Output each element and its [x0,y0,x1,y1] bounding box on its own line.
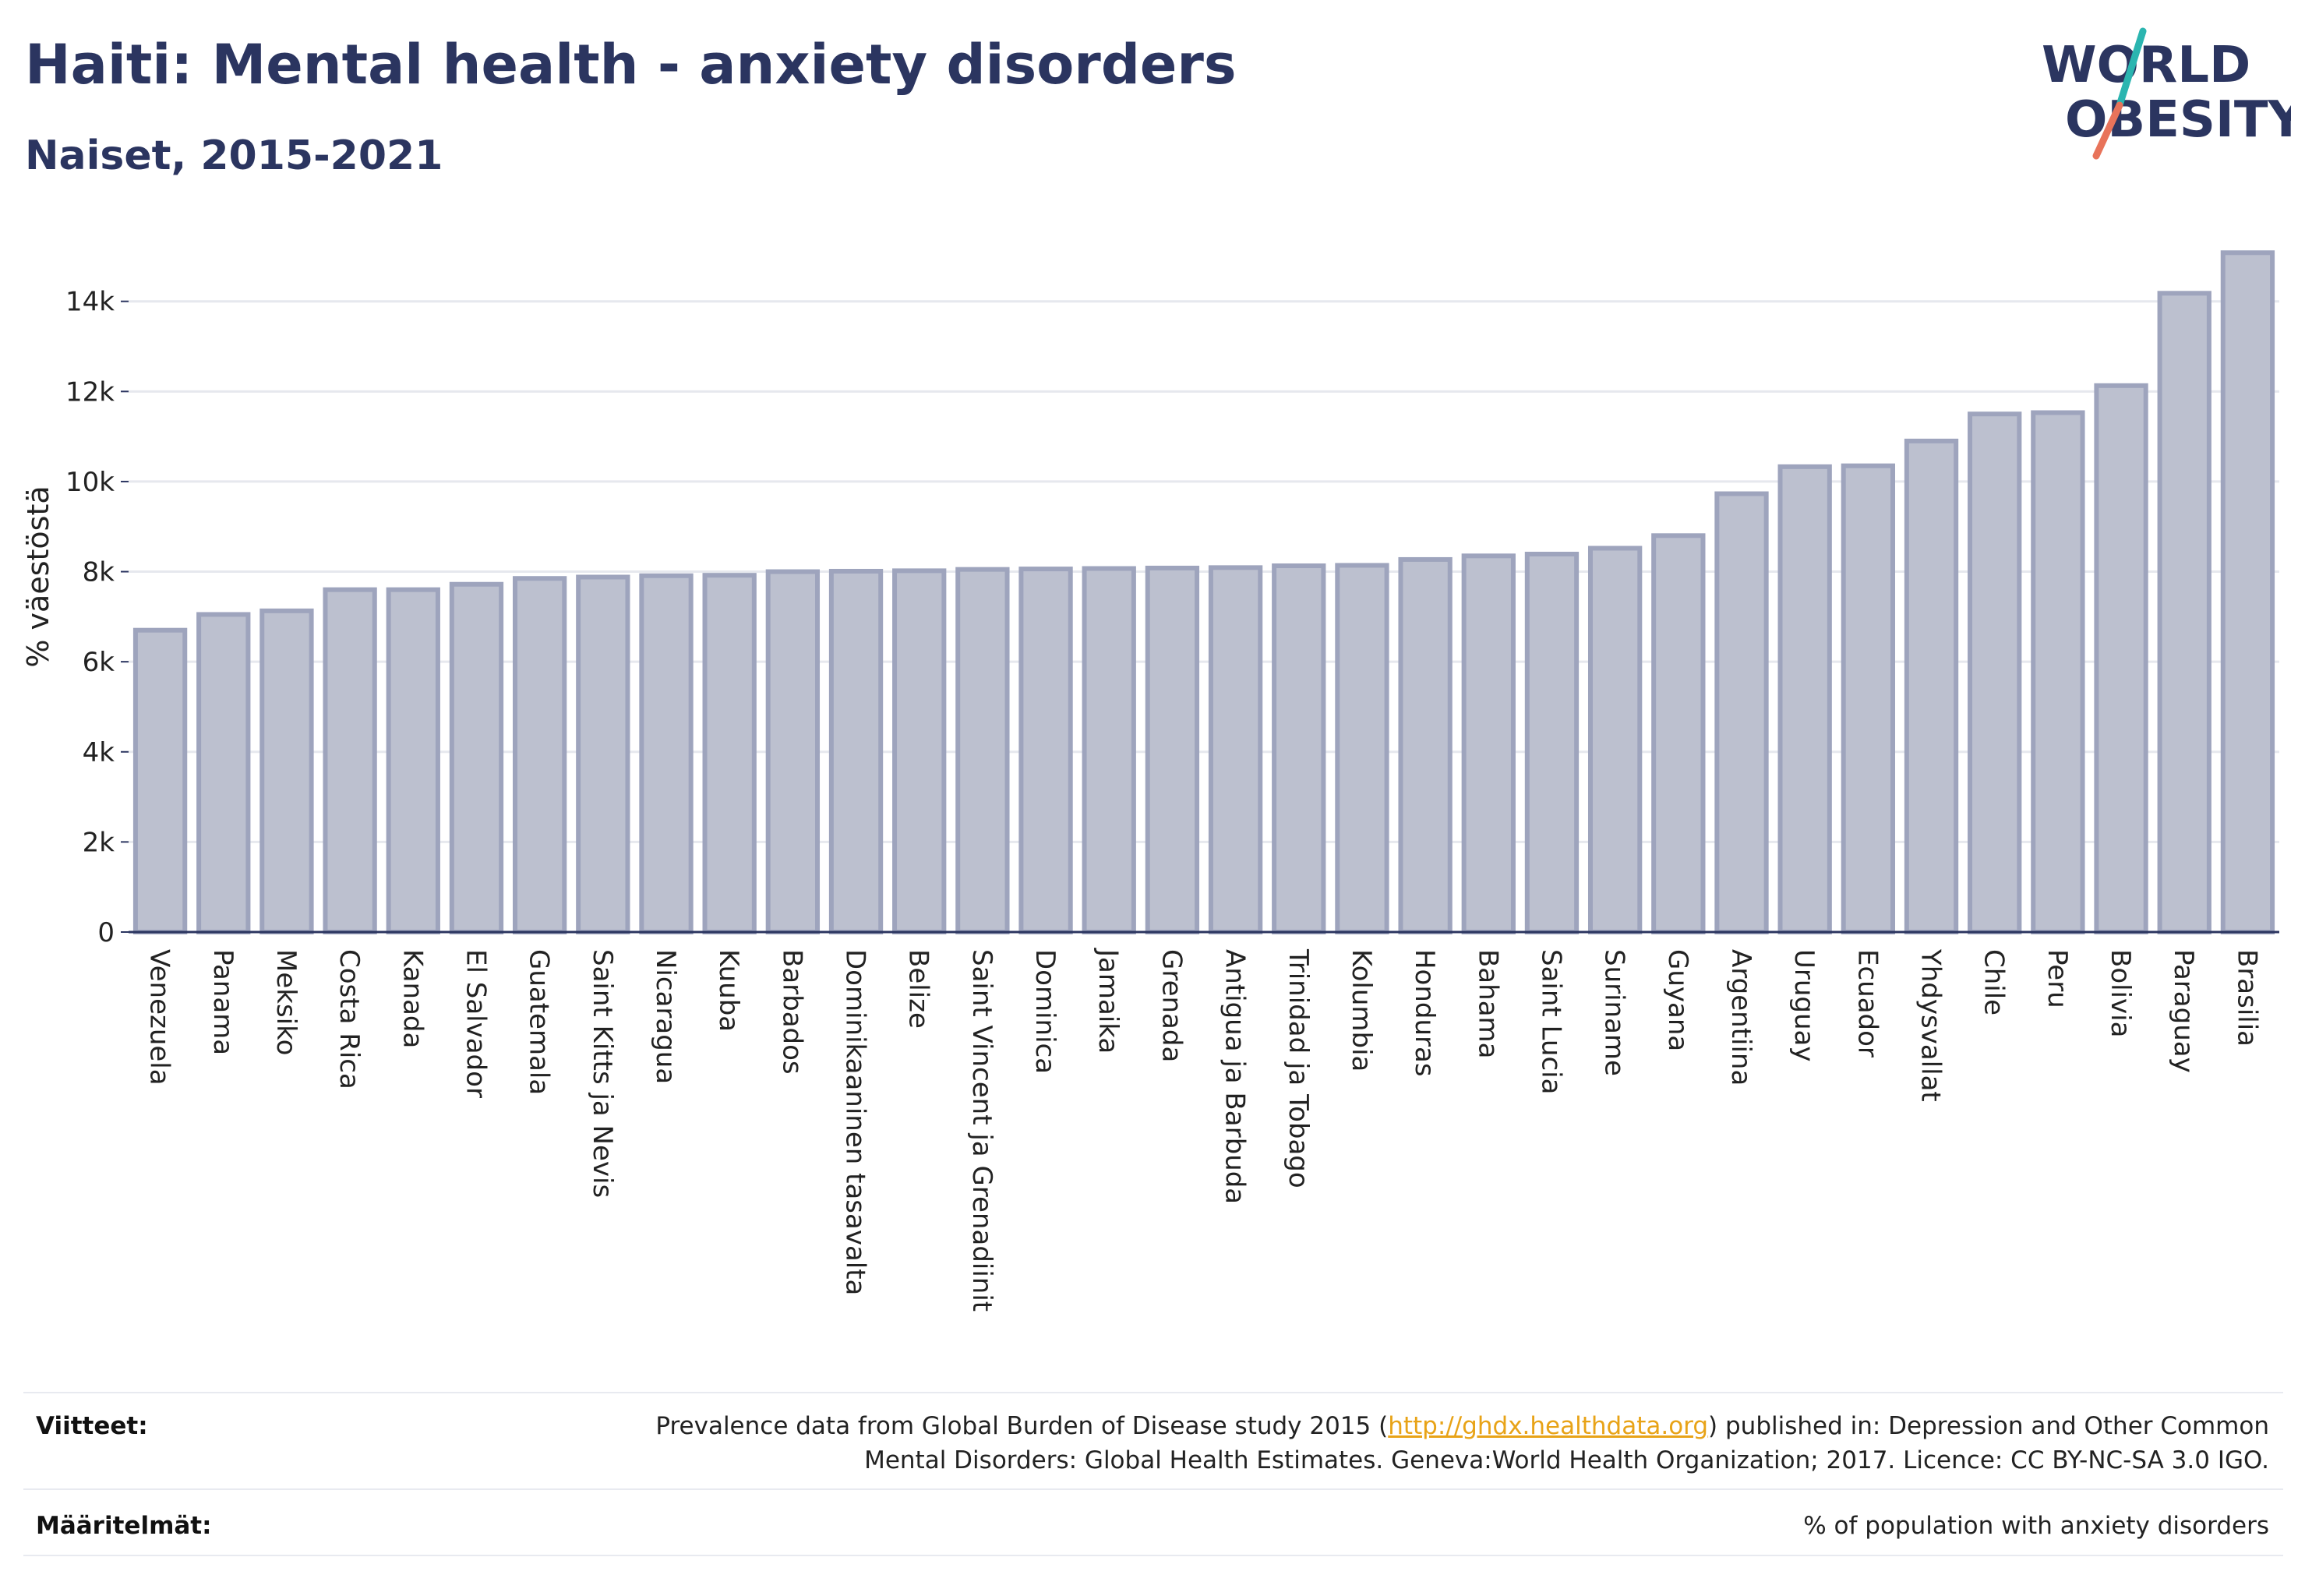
bar-guatemala [512,576,567,934]
y-tick-label: 0 [97,917,115,948]
sources-post: ) published in: Depression and Other Com… [1708,1412,2269,1440]
x-category-label: Saint Lucia [1535,949,1566,1094]
sources-pre: Prevalence data from Global Burden of Di… [655,1412,1389,1440]
x-category-label: Trinidad ja Tobago [1283,948,1314,1188]
y-axis-label: % väestöstä [21,486,55,667]
x-category-label: Belize [903,949,934,1029]
bar-guyana [1651,533,1706,934]
bar-antigua-ja-barbuda [1208,565,1263,935]
x-category-label: Barbados [776,949,807,1075]
bar-bahama [1461,553,1516,934]
chart-title: Haiti: Mental health - anxiety disorders [25,33,1237,97]
bar-saint-lucia [1524,552,1580,934]
bar-brasilia [2220,250,2275,935]
bar-kuuba [702,573,757,934]
bar-trinidad-ja-tobago [1272,563,1326,935]
x-category-label: Meksiko [270,949,302,1055]
x-category-label: Panama [207,949,238,1055]
bar-costa-rica [323,587,377,934]
x-category-label: Kuuba [713,949,744,1032]
x-category-label: Chile [1978,949,2010,1015]
x-category-label: Dominikaaninen tasavalta [840,949,871,1295]
bar-venezuela [132,627,188,934]
footer-divider-top [23,1392,2283,1393]
x-category-label: Saint Kitts ja Nevis [587,949,618,1198]
bar-kanada [386,587,440,934]
bar-paraguay [2157,291,2211,934]
bar-saint-vincent-ja-grenadiinit [955,567,1010,935]
sources-link[interactable]: http://ghdx.healthdata.org [1388,1412,1709,1440]
bar-ecuador [1841,463,1896,934]
x-category-label: Uruguay [1788,949,1820,1062]
bar-peru [2031,410,2085,934]
y-tick-label: 14k [65,287,115,318]
bar-panama [196,612,251,935]
bar-honduras [1398,556,1453,935]
definitions-label: Määritelmät: [36,1512,212,1540]
x-category-label: Guyana [1662,949,1693,1051]
bar-kolumbia [1335,563,1389,935]
definitions-text: % of population with anxiety disorders [1803,1512,2269,1540]
x-category-label: Costa Rica [334,949,365,1089]
bar-barbados [765,569,821,934]
x-category-label: Nicaragua [650,949,681,1084]
bar-el-salvador [449,581,504,934]
y-tick-label: 6k [83,647,115,678]
bar-argentiina [1714,491,1769,934]
bar-chile [1968,411,2022,934]
bar-meksiko [259,608,314,935]
bar-dominica [1018,567,1073,935]
x-category-label: Antigua ja Barbuda [1220,949,1251,1204]
logo-slash-bottom [2092,101,2123,160]
x-category-label: Grenada [1156,949,1187,1062]
y-tick-label: 2k [83,827,115,858]
x-category-label: Brasilia [2231,949,2262,1047]
sources-label: Viitteet: [36,1412,148,1440]
x-category-label: Venezuela [144,949,175,1086]
bar-jamaika [1082,566,1136,935]
bar-yhdysvallat [1904,438,1959,934]
y-tick-label: 12k [65,376,115,408]
bar-uruguay [1777,464,1832,934]
y-tick-label: 10k [65,467,115,498]
world-obesity-logo: WORLD OBESITY [2042,27,2291,160]
x-category-label: Yhdysvallat [1915,948,1947,1102]
sources-text: Prevalence data from Global Burden of Di… [555,1409,2269,1478]
bar-belize [892,568,947,934]
bars [132,250,2275,935]
x-category-label: El Salvador [460,949,491,1098]
y-axis-ticks: 0 2k 4k 6k 8k 10k 12k 14k [65,287,129,948]
x-category-label: Suriname [1599,949,1630,1076]
x-category-label: Kanada [397,949,428,1048]
x-category-label: Argentiina [1725,949,1756,1086]
x-category-label: Jamaika [1092,948,1124,1054]
x-category-label: Peru [2042,949,2073,1008]
bar-saint-kitts-ja-nevis [576,574,630,934]
sources-line2: Mental Disorders: Global Health Estimate… [864,1446,2269,1474]
x-category-label: Dominica [1029,949,1061,1074]
chart-subtitle: Naiset, 2015-2021 [25,132,443,179]
bar-bolivia [2094,383,2148,934]
bar-suriname [1587,546,1643,934]
bar-grenada [1145,565,1200,935]
y-tick-label: 4k [83,737,115,768]
bar-dominikaaninen-tasavalta [828,568,884,934]
logo-word-world: WORLD [2042,37,2250,94]
x-axis-labels: Venezuela Panama Meksiko Costa Rica Kanada El… [144,948,2263,1312]
logo-slash-top [2116,27,2147,109]
x-category-label: Honduras [1409,949,1440,1077]
x-category-label: Bahama [1472,949,1503,1059]
x-category-label: Guatemala [524,949,555,1095]
x-category-label: Paraguay [2168,949,2199,1073]
x-category-label: Kolumbia [1346,949,1377,1072]
bar-chart: 0 2k 4k 6k 8k 10k 12k 14k Venezuela Panama Meksik… [21,250,2279,1312]
x-category-label: Bolivia [2105,949,2136,1037]
y-tick-label: 8k [83,557,115,588]
x-category-label: Ecuador [1851,949,1883,1058]
footer-divider-bottom [23,1555,2283,1556]
x-category-label: Saint Vincent ja Grenadiinit [966,949,997,1312]
footer-divider-mid [23,1488,2283,1490]
bar-nicaragua [639,573,694,934]
